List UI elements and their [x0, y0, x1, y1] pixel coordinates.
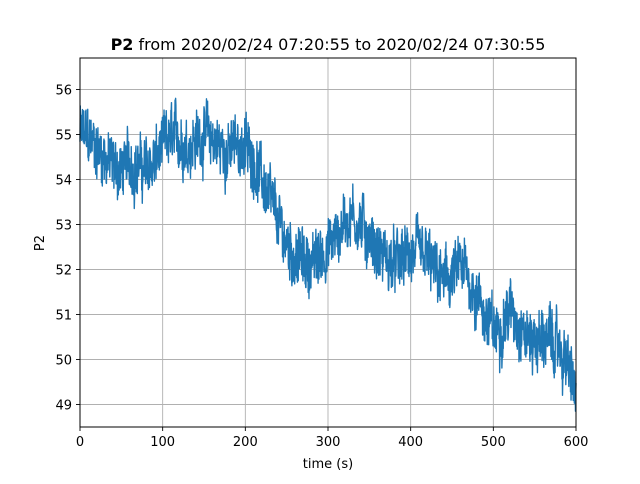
y-tick-label: 49: [55, 399, 72, 414]
y-tick-label: 51: [55, 309, 72, 324]
y-tick-label: 55: [55, 129, 72, 144]
y-tick-label: 54: [55, 174, 72, 189]
y-axis-label: P2: [33, 235, 48, 251]
x-tick-label: 400: [398, 435, 423, 450]
x-tick-label: 0: [76, 435, 84, 450]
x-tick-label: 100: [150, 435, 175, 450]
series-line-0: [79, 97, 577, 412]
x-tick-label: 600: [564, 435, 589, 450]
x-tick-label: 200: [233, 435, 258, 450]
y-tick-label: 56: [55, 84, 72, 99]
chart-title-rest: from 2020/02/24 07:20:55 to 2020/02/24 0…: [133, 35, 545, 54]
x-tick-label: 500: [481, 435, 506, 450]
chart-title: P2 from 2020/02/24 07:20:55 to 2020/02/2…: [111, 35, 546, 54]
y-tick-label: 52: [55, 264, 72, 279]
y-tick-label: 53: [55, 219, 72, 234]
y-tick-label: 50: [55, 354, 72, 369]
series-layer: [79, 97, 577, 412]
x-axis-label: time (s): [303, 457, 353, 472]
axis-ticks: 0 100 200 300 400 500 600 49 50 51 52 53 54 55 56: [55, 84, 588, 451]
x-tick-label: 300: [316, 435, 341, 450]
chart-title-bold: P2: [111, 35, 134, 54]
